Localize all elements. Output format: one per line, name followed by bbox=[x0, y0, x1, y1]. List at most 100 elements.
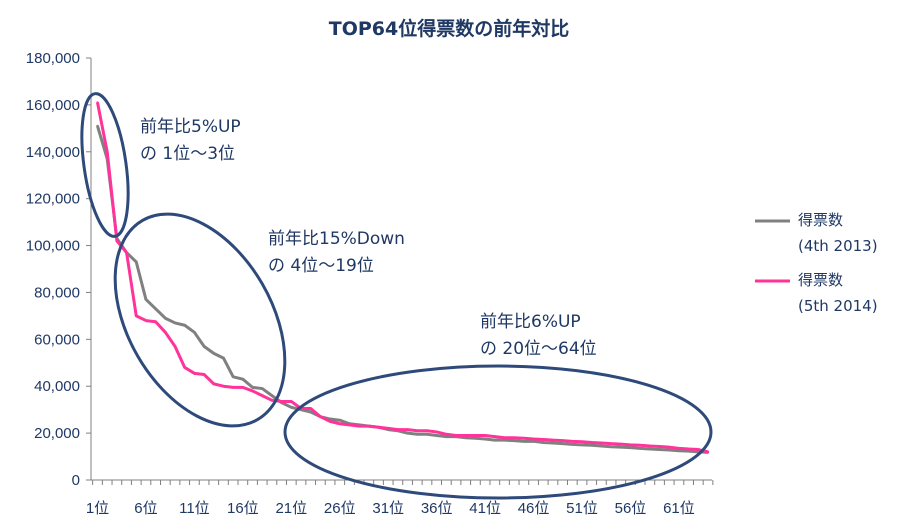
data-point bbox=[309, 407, 312, 410]
data-point bbox=[193, 331, 196, 334]
legend-label: (5th 2014) bbox=[798, 297, 878, 315]
data-point bbox=[290, 406, 293, 409]
data-point bbox=[571, 440, 574, 443]
annotation-ellipse bbox=[283, 364, 713, 500]
y-tick-label: 60,000 bbox=[34, 331, 80, 348]
annotation-text: の 4位～19位 bbox=[268, 256, 374, 276]
data-point bbox=[474, 434, 477, 437]
x-tick-label: 61位 bbox=[663, 500, 695, 517]
data-point bbox=[416, 433, 419, 436]
data-point bbox=[173, 345, 177, 348]
x-tick-label: 56位 bbox=[615, 500, 647, 517]
data-point bbox=[202, 373, 206, 376]
data-point bbox=[474, 437, 477, 440]
data-point bbox=[464, 436, 467, 439]
data-point bbox=[377, 426, 380, 429]
annotation-text: の 20位～64位 bbox=[480, 339, 597, 359]
data-point bbox=[125, 251, 128, 254]
data-point bbox=[135, 314, 138, 318]
data-point bbox=[270, 394, 274, 397]
legend-label: 得票数 bbox=[798, 271, 843, 289]
data-point bbox=[658, 445, 661, 448]
data-point bbox=[425, 433, 429, 436]
data-point bbox=[668, 445, 671, 449]
data-point bbox=[590, 444, 593, 447]
data-point bbox=[445, 435, 448, 438]
data-point bbox=[270, 399, 274, 402]
data-point bbox=[580, 440, 584, 443]
data-point bbox=[193, 372, 196, 375]
data-point bbox=[658, 448, 661, 451]
data-point bbox=[512, 436, 516, 439]
data-point bbox=[629, 443, 632, 447]
data-point bbox=[280, 400, 283, 403]
x-tick-label: 21位 bbox=[275, 500, 307, 517]
data-point bbox=[532, 440, 535, 443]
data-point bbox=[609, 445, 613, 448]
data-point bbox=[600, 444, 603, 448]
data-point bbox=[338, 422, 341, 425]
data-point bbox=[261, 387, 264, 390]
data-point bbox=[551, 441, 555, 445]
x-tick-label: 36位 bbox=[421, 500, 453, 517]
x-tick-label: 26位 bbox=[324, 500, 356, 517]
data-point bbox=[590, 441, 593, 444]
x-tick-label: 41位 bbox=[469, 500, 501, 517]
data-point bbox=[367, 424, 371, 428]
data-point bbox=[309, 410, 312, 414]
data-point bbox=[483, 437, 487, 441]
annotation-text: 前年比15%Down bbox=[268, 229, 405, 249]
y-tick-label: 180,000 bbox=[26, 50, 80, 67]
data-point bbox=[406, 431, 409, 435]
data-point bbox=[96, 124, 99, 128]
data-point bbox=[600, 441, 603, 445]
data-point bbox=[212, 382, 215, 386]
data-point bbox=[532, 437, 535, 441]
data-point bbox=[416, 429, 419, 432]
data-point bbox=[677, 449, 681, 452]
data-point bbox=[580, 443, 584, 447]
series-group bbox=[96, 101, 710, 454]
legend-label: (4th 2013) bbox=[798, 237, 878, 255]
y-tick-label: 80,000 bbox=[34, 284, 80, 301]
x-tick-label: 51位 bbox=[566, 500, 598, 517]
y-tick-label: 20,000 bbox=[34, 425, 80, 442]
data-point bbox=[319, 415, 322, 418]
data-point bbox=[261, 394, 264, 397]
data-point bbox=[338, 419, 341, 422]
data-point bbox=[522, 440, 526, 443]
data-point bbox=[542, 441, 545, 444]
data-point bbox=[503, 436, 506, 439]
series-line-1 bbox=[96, 125, 709, 454]
data-point bbox=[222, 356, 225, 360]
data-point bbox=[619, 442, 622, 446]
data-point bbox=[435, 430, 438, 434]
x-tick-label: 6位 bbox=[134, 500, 157, 517]
x-tick-label: 46位 bbox=[518, 500, 550, 517]
data-point bbox=[542, 438, 545, 441]
y-tick-label: 140,000 bbox=[26, 144, 80, 161]
data-point bbox=[135, 260, 138, 264]
annotation-text: 前年比6%UP bbox=[480, 312, 581, 332]
series-line-2 bbox=[96, 102, 709, 454]
data-point bbox=[493, 435, 497, 438]
data-point bbox=[697, 448, 700, 451]
data-point bbox=[164, 331, 167, 334]
data-point bbox=[561, 439, 564, 442]
x-axis-ticks: 1位 6位 11位 16位 21位 26位 31位 36位 41位 46位 51位 56位 61位 bbox=[86, 480, 714, 517]
annotation-ellipse bbox=[113, 212, 287, 428]
annotation-ellipses bbox=[80, 92, 713, 500]
x-tick-label: 16位 bbox=[227, 500, 259, 517]
legend-label: 得票数 bbox=[798, 211, 843, 229]
data-point bbox=[154, 307, 157, 311]
data-point bbox=[231, 386, 235, 389]
data-point bbox=[348, 423, 351, 427]
data-point bbox=[144, 298, 148, 301]
data-point bbox=[648, 444, 652, 448]
data-point bbox=[677, 447, 681, 450]
x-tick-label: 31位 bbox=[372, 500, 404, 517]
y-tick-label: 100,000 bbox=[26, 238, 80, 255]
data-point bbox=[435, 434, 438, 437]
